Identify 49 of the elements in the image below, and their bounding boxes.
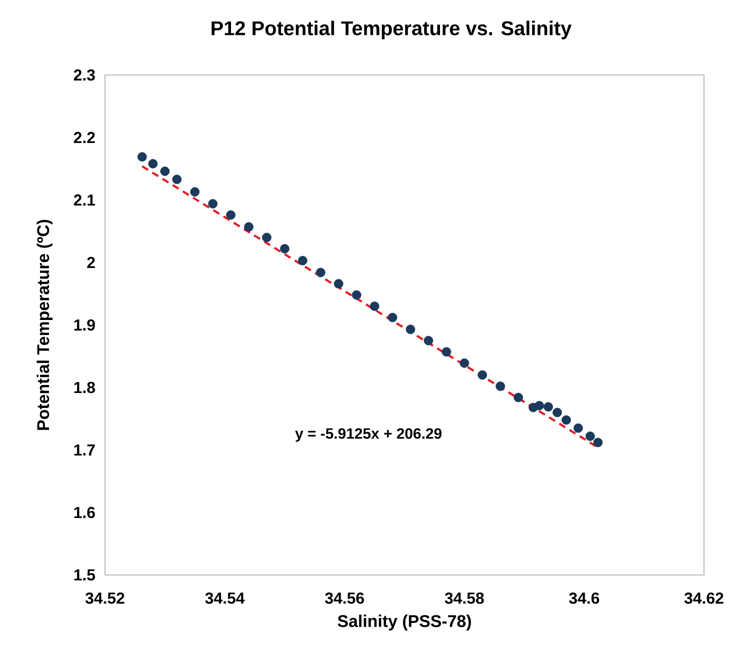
point bbox=[562, 415, 571, 425]
y-tick-label: 1.5 bbox=[74, 569, 96, 581]
point bbox=[370, 302, 380, 311]
point bbox=[388, 312, 398, 322]
point bbox=[442, 347, 452, 357]
y-tick-label: 2.1 bbox=[74, 194, 96, 206]
point bbox=[148, 159, 158, 168]
point bbox=[172, 174, 182, 184]
point bbox=[137, 152, 147, 162]
point bbox=[534, 400, 544, 410]
x-tick-label: 34.6 bbox=[569, 592, 600, 604]
x-tick-label: 34.54 bbox=[205, 592, 245, 604]
chart-title: P12 Potential Temperature vs. Salinity bbox=[212, 20, 572, 40]
point bbox=[190, 187, 200, 197]
point bbox=[460, 358, 470, 368]
y-axis-title: Potential Temperature (ºC) bbox=[36, 220, 52, 430]
point bbox=[496, 382, 506, 391]
point bbox=[334, 279, 344, 288]
point bbox=[544, 402, 553, 412]
point bbox=[424, 336, 434, 346]
point bbox=[586, 432, 595, 441]
point bbox=[514, 392, 523, 402]
x-tick-label: 34.62 bbox=[684, 592, 724, 604]
point bbox=[478, 370, 488, 380]
point bbox=[208, 199, 218, 208]
point bbox=[226, 210, 236, 220]
x-axis-title: Salinity (PSS-78) bbox=[338, 614, 471, 630]
y-tick-label: 1.9 bbox=[74, 319, 95, 331]
y-tick-label: 1.6 bbox=[74, 506, 95, 518]
point bbox=[574, 423, 583, 433]
point bbox=[280, 244, 290, 254]
point bbox=[298, 256, 308, 266]
y-tick-label: 1.8 bbox=[74, 382, 95, 394]
point bbox=[352, 290, 362, 300]
point bbox=[552, 408, 562, 418]
point bbox=[262, 232, 272, 242]
x-tick-label: 34.56 bbox=[325, 592, 364, 604]
x-tick-label: 34.52 bbox=[85, 592, 124, 604]
y-tick-label: 2.3 bbox=[74, 69, 95, 81]
point bbox=[593, 438, 603, 448]
annotation: y = -5.9125x + 206.29 bbox=[295, 428, 442, 442]
y-tick-label: 2 bbox=[87, 256, 95, 268]
point bbox=[316, 268, 326, 278]
y-tick-label: 2.2 bbox=[74, 132, 95, 144]
point bbox=[406, 324, 416, 334]
x-tick-label: 34.58 bbox=[444, 592, 484, 604]
y-tick-label: 1.7 bbox=[74, 444, 95, 456]
point bbox=[244, 222, 254, 232]
point bbox=[160, 166, 170, 176]
